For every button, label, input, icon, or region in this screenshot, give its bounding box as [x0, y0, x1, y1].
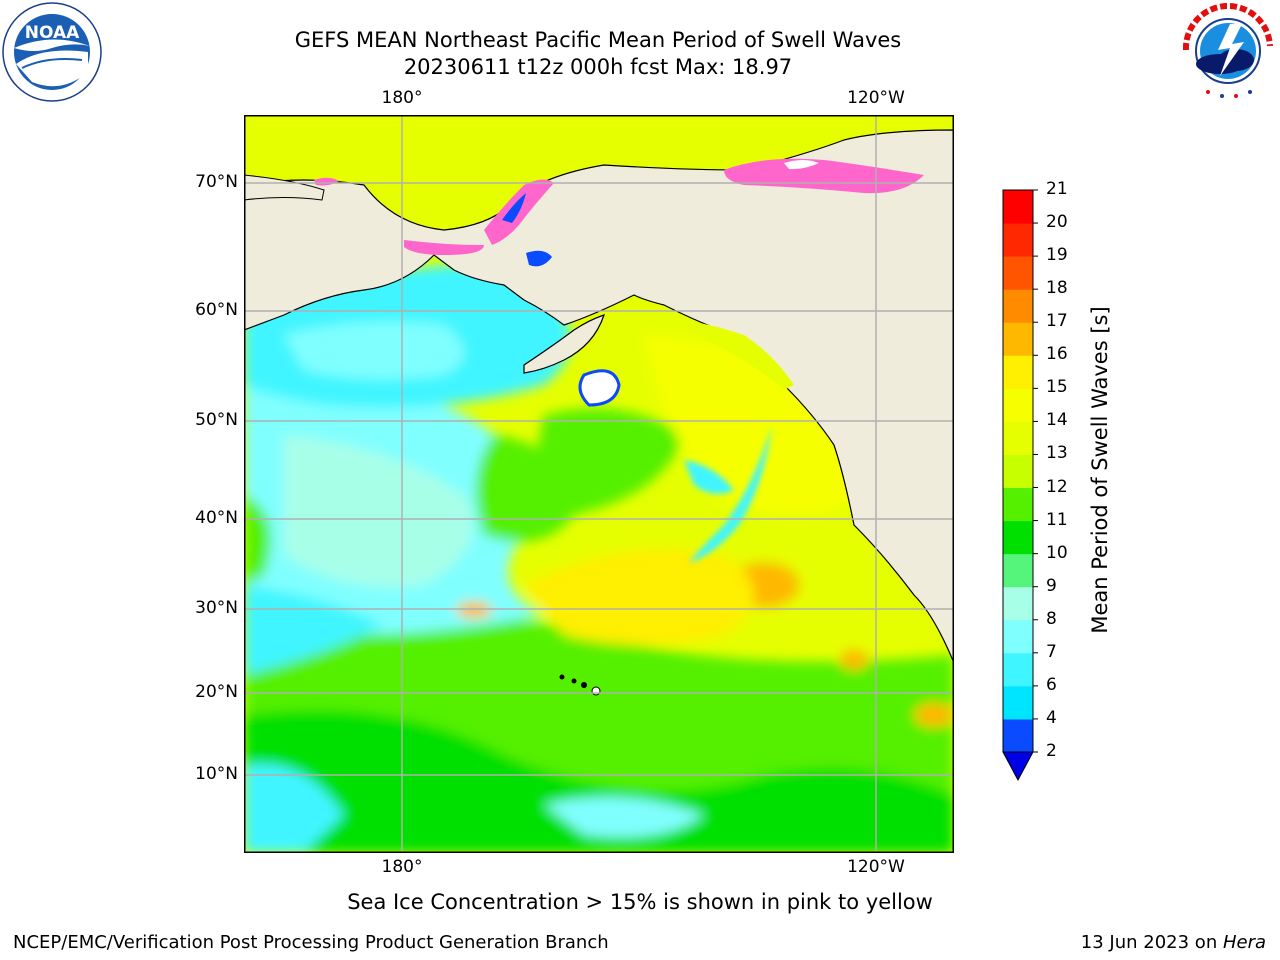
colorbar-tick-label: 18 [1046, 278, 1068, 299]
colorbar-segment [1003, 520, 1033, 555]
colorbar-ticks: 2 4 6 7 8 9 10 11 12 13 14 15 16 17 18 19 20 21 [1046, 179, 1086, 788]
lat-tick-50n: 50°N [195, 410, 238, 430]
colorbar-segment [1003, 487, 1033, 522]
colorbar-graphic [1002, 189, 1038, 782]
map-frame [244, 115, 954, 853]
swell-period-map [244, 115, 954, 853]
colorbar-segment [1003, 322, 1033, 356]
colorbar-segment [1003, 388, 1033, 422]
colorbar-tick-label: 15 [1046, 377, 1068, 398]
colorbar-tick-label: 9 [1046, 575, 1057, 596]
map-subtitle: 20230611 t12z 000h fcst Max: 18.97 [403, 55, 793, 79]
colorbar-tick-label: 20 [1046, 212, 1068, 233]
colorbar-extend-arrow [1002, 751, 1034, 782]
colorbar-tick-label: 14 [1046, 410, 1068, 431]
colorbar-segment [1003, 421, 1033, 455]
lon-tick-top-180: 180° [381, 88, 423, 108]
colorbar-tick-label: 13 [1046, 443, 1068, 464]
colorbar-segment [1003, 685, 1033, 720]
colorbar-segment [1003, 289, 1033, 323]
nws-logo-icon [1178, 2, 1278, 100]
colorbar-outline [1002, 189, 1034, 753]
colorbar-tick-label: 8 [1046, 608, 1057, 629]
lat-tick-10n: 10°N [195, 764, 238, 784]
host-name: Hera [1222, 932, 1266, 953]
sea-ice-note: Sea Ice Concentration > 15% is shown in … [347, 890, 933, 914]
colorbar-segment [1003, 223, 1033, 257]
colorbar-tick-label: 7 [1046, 641, 1057, 662]
lon-tick-bottom-180: 180° [381, 857, 423, 877]
lat-tick-70n: 70°N [195, 172, 238, 192]
colorbar-label: Mean Period of Swell Waves [s] [1088, 306, 1112, 634]
colorbar-segment [1003, 355, 1033, 389]
noaa-logo-icon: NOAA [2, 2, 102, 102]
colorbar-tick-label: 11 [1046, 509, 1068, 530]
colorbar-segment [1003, 586, 1033, 621]
credit-text: NCEP/EMC/Verification Post Processing Pr… [13, 932, 609, 953]
colorbar-tick-label: 19 [1046, 245, 1068, 266]
date-value: 13 Jun 2023 on [1080, 932, 1223, 953]
colorbar-segment [1003, 652, 1033, 687]
lon-tick-top-120w: 120°W [847, 88, 905, 108]
colorbar-segment [1003, 454, 1033, 489]
colorbar [1000, 188, 1040, 788]
colorbar-segment [1003, 619, 1033, 654]
colorbar-tick-label: 2 [1046, 741, 1057, 761]
map-title: GEFS MEAN Northeast Pacific Mean Period … [294, 28, 902, 52]
colorbar-segment [1003, 553, 1033, 588]
colorbar-segment [1003, 256, 1033, 290]
colorbar-tick-label: 10 [1046, 542, 1068, 563]
lat-tick-60n: 60°N [195, 300, 238, 320]
lon-tick-bottom-120w: 120°W [847, 857, 905, 877]
colorbar-tick-label: 17 [1046, 311, 1068, 332]
noaa-logo-text: NOAA [25, 23, 80, 43]
lat-tick-20n: 20°N [195, 682, 238, 702]
lat-tick-30n: 30°N [195, 598, 238, 618]
colorbar-segment [1003, 190, 1033, 224]
colorbar-tick-label: 4 [1046, 707, 1057, 728]
colorbar-tick-label: 12 [1046, 476, 1068, 497]
lat-tick-40n: 40°N [195, 508, 238, 528]
date-text: 13 Jun 2023 on Hera [1081, 932, 1266, 953]
colorbar-tick-label: 16 [1046, 344, 1068, 365]
colorbar-tick-label: 21 [1046, 179, 1068, 199]
colorbar-segment [1003, 718, 1033, 753]
colorbar-tick-label: 6 [1046, 674, 1057, 695]
